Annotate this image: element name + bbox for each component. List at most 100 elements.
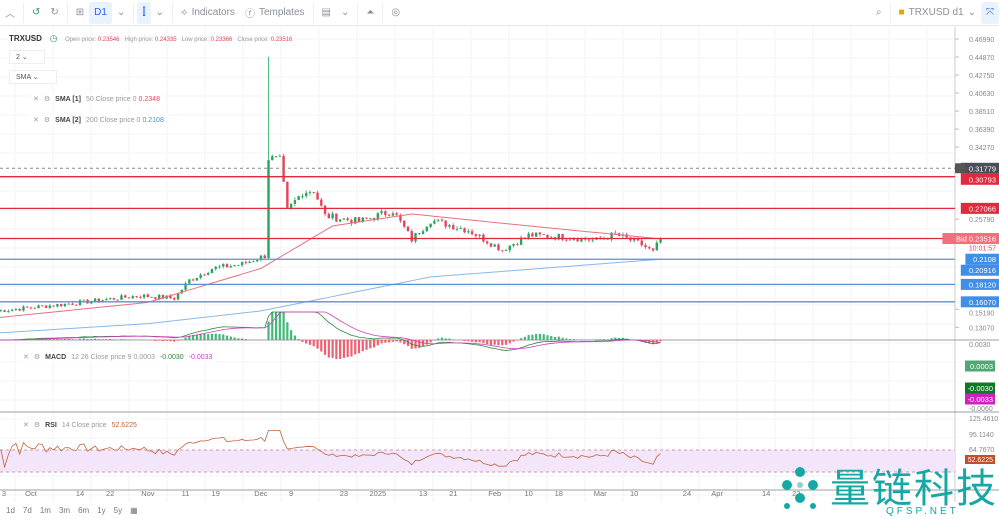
ma-type-select[interactable]: SMA ⌄ bbox=[9, 70, 57, 84]
candle-body bbox=[406, 226, 410, 232]
macd-histogram-bar bbox=[448, 338, 451, 340]
close-icon[interactable]: ✕ bbox=[23, 422, 29, 429]
candle-body bbox=[312, 192, 315, 193]
candle-body bbox=[289, 203, 293, 208]
price-label-bg bbox=[960, 173, 999, 185]
macd-legend: ✕ ⚙ MACD 12 26 Close price 9 0.0003 -0.0030 -0… bbox=[18, 351, 218, 363]
macd-histogram-bar bbox=[308, 340, 312, 345]
fullscreen-icon: ⤧ bbox=[986, 7, 994, 18]
open-label: Open price: bbox=[65, 37, 97, 43]
calendar-icon[interactable]: ▦ bbox=[130, 506, 138, 515]
interval-dropdown[interactable]: ⌄ bbox=[112, 2, 130, 24]
candle-body bbox=[429, 223, 432, 228]
price-tick: 0.42750 bbox=[969, 73, 994, 80]
candle-body bbox=[561, 233, 564, 240]
layout-dropdown[interactable]: ⌄ bbox=[336, 2, 354, 24]
chart-type-button[interactable]: ⫿ bbox=[137, 1, 151, 24]
chart-canvas[interactable]: 0.46990 0.44870 0.42750 0.40630 0.38510 0.363… bbox=[0, 27, 999, 502]
range-3m[interactable]: 3m bbox=[58, 506, 71, 515]
chevron-down-icon: ⌄ bbox=[340, 7, 350, 18]
chart-type-dropdown[interactable]: ⌄ bbox=[151, 2, 169, 24]
time-tick: 13 bbox=[419, 489, 427, 498]
macd-histogram-bar bbox=[444, 338, 447, 340]
macd-histogram-bar bbox=[369, 340, 372, 349]
range-6m[interactable]: 6m bbox=[78, 506, 90, 515]
range-1y[interactable]: 1y bbox=[97, 506, 106, 515]
fullscreen-button[interactable]: ⤧ bbox=[981, 1, 999, 24]
macd-histogram-bar bbox=[493, 340, 496, 345]
time-tick: Oct bbox=[25, 489, 38, 498]
macd-histogram-bar bbox=[602, 339, 606, 340]
alert-button[interactable]: ⏶ bbox=[361, 2, 379, 24]
macd-histogram-bar bbox=[440, 337, 444, 340]
macd-histogram-bar bbox=[63, 338, 67, 340]
candle-body bbox=[614, 232, 617, 234]
search-button[interactable]: ⌕ bbox=[871, 2, 887, 24]
candle-body bbox=[142, 294, 146, 298]
range-1d[interactable]: 1d bbox=[6, 506, 15, 515]
range-5y[interactable]: 5y bbox=[113, 506, 123, 515]
gear-icon[interactable]: ⚙ bbox=[33, 354, 41, 361]
candle-body bbox=[572, 239, 576, 240]
candle-body bbox=[267, 160, 270, 259]
macd-histogram-bar bbox=[93, 338, 97, 340]
macd-histogram-bar bbox=[580, 339, 583, 340]
macd-histogram-bar bbox=[312, 340, 315, 347]
interval-button[interactable]: D1 bbox=[89, 1, 112, 24]
candle-body bbox=[206, 273, 210, 275]
candle-body bbox=[519, 237, 523, 245]
time-tick: 2025 bbox=[369, 489, 386, 498]
macd-histogram-bar bbox=[184, 337, 187, 340]
macd-histogram-bar bbox=[357, 340, 361, 354]
gear-icon[interactable]: ⚙ bbox=[43, 96, 51, 103]
close-icon[interactable]: ✕ bbox=[33, 117, 39, 124]
screenshot-button[interactable]: ◎ bbox=[386, 2, 405, 24]
candle-body bbox=[546, 234, 549, 238]
macd-histogram-bar bbox=[546, 335, 549, 340]
undo-button[interactable]: ↺ bbox=[27, 2, 45, 24]
candle-body bbox=[478, 234, 481, 236]
macd-histogram-bar bbox=[105, 339, 108, 340]
collapse-button[interactable]: ︿ bbox=[0, 2, 20, 24]
macd-histogram-bar bbox=[516, 340, 519, 341]
macd-histogram-bar bbox=[395, 340, 398, 342]
candle-body bbox=[305, 192, 308, 197]
undo-icon: ↺ bbox=[32, 7, 41, 18]
close-icon[interactable]: ✕ bbox=[33, 96, 39, 103]
redo-button[interactable]: ↻ bbox=[45, 2, 63, 24]
macd-histogram-bar bbox=[512, 340, 515, 342]
gear-icon[interactable]: ⚙ bbox=[33, 422, 41, 429]
candle-body bbox=[610, 232, 613, 240]
gear-icon[interactable]: ⚙ bbox=[43, 117, 51, 124]
candle-body bbox=[26, 306, 29, 308]
time-tick: 22 bbox=[106, 489, 114, 498]
candle-body bbox=[459, 228, 462, 230]
time-tick: Apr bbox=[711, 489, 723, 498]
indicators-button[interactable]: ⟡ Indicators bbox=[176, 2, 240, 24]
close-label: Close price: bbox=[237, 37, 270, 43]
templates-button[interactable]: ⓕ Templates bbox=[240, 2, 310, 24]
candle-body bbox=[97, 298, 101, 302]
close-icon[interactable]: ✕ bbox=[23, 354, 29, 361]
candle-body bbox=[436, 219, 440, 221]
macd-histogram-bar bbox=[320, 340, 323, 352]
layout-button[interactable]: ▤ bbox=[317, 2, 336, 24]
macd-histogram-bar bbox=[644, 340, 647, 343]
candle-body bbox=[240, 262, 244, 266]
macd-label: 0.0003 bbox=[970, 362, 993, 371]
macd-tick: 0.0030 bbox=[969, 342, 991, 349]
range-1m[interactable]: 1m bbox=[39, 506, 51, 515]
macd-histogram-bar bbox=[350, 340, 353, 357]
range-7d[interactable]: 7d bbox=[22, 506, 32, 515]
price-label: 0.2108 bbox=[973, 255, 996, 264]
add-symbol-button[interactable]: ⊞ bbox=[71, 2, 89, 24]
candle-body bbox=[542, 234, 545, 236]
candle-body bbox=[323, 205, 327, 214]
macd-histogram-bar bbox=[372, 340, 376, 348]
candle-body bbox=[463, 228, 466, 233]
macd-histogram-bar bbox=[158, 340, 161, 341]
candle-body bbox=[139, 296, 142, 298]
save-layout-button[interactable]: ■ TRXUSD d1 ⌄ bbox=[894, 2, 981, 24]
chevron-up-icon: ︿ bbox=[5, 9, 15, 20]
count-select[interactable]: 2 ⌄ bbox=[9, 50, 45, 64]
